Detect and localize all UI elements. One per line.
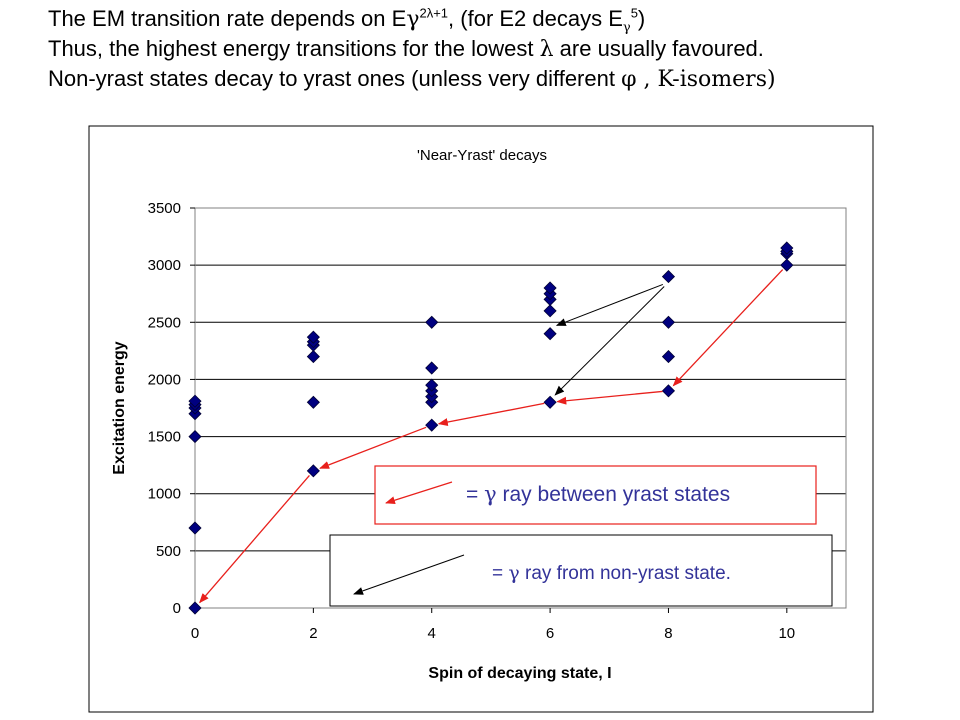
y-tick-label: 3500 xyxy=(148,200,181,217)
chart-frame xyxy=(88,125,874,713)
heading-line-2-text-b: are usually favoured. xyxy=(553,36,764,61)
yrast-arrow xyxy=(556,390,663,405)
y-tick-label: 3000 xyxy=(148,257,181,274)
x-tick-label: 2 xyxy=(309,625,317,642)
data-point xyxy=(543,304,557,318)
data-point xyxy=(661,350,676,364)
legend-yrast-arrow xyxy=(385,481,453,505)
data-point xyxy=(188,521,202,535)
exponent-5: 5 xyxy=(630,5,638,21)
heading-line-3-text-a: Non-yrast states decay to yrast ones (un… xyxy=(48,66,622,91)
data-point xyxy=(780,258,794,272)
yrast-arrow xyxy=(199,474,310,604)
x-tick-label: 10 xyxy=(778,625,795,642)
data-point xyxy=(306,464,320,478)
data-point xyxy=(188,601,202,615)
data-point xyxy=(425,361,439,375)
data-point xyxy=(425,418,439,432)
heading-line-1-text-a: The EM transition rate depends on E xyxy=(48,6,407,31)
gamma-subscript: γ xyxy=(622,20,631,36)
x-tick-label: 0 xyxy=(191,625,199,642)
data-points xyxy=(188,241,794,615)
legend-yrast-box xyxy=(374,465,817,525)
data-point xyxy=(661,315,676,329)
gamma-symbol: γ xyxy=(406,7,420,32)
phi-symbol: φ xyxy=(621,67,637,92)
yrast-arrow xyxy=(319,426,427,469)
heading-line-3-text-b: , K-isomers) xyxy=(636,67,776,92)
data-point xyxy=(780,241,794,255)
data-point xyxy=(543,327,557,341)
data-point xyxy=(661,270,676,284)
yrast-arrows xyxy=(199,269,784,604)
heading-line-3: Non-yrast states decay to yrast ones (un… xyxy=(48,64,948,94)
x-tick-label: 6 xyxy=(546,625,554,642)
y-tick-label: 1500 xyxy=(148,429,181,446)
heading-line-2-text-a: Thus, the highest energy transitions for… xyxy=(48,36,540,61)
legend-nonyrast-text: = γ ray from non-yrast state. xyxy=(492,562,731,584)
legend-yrast-gamma: γ xyxy=(484,482,497,506)
y-tick-label: 1000 xyxy=(148,486,181,503)
legend-yrast: = γ ray between yrast states xyxy=(374,465,817,525)
yrast-arrow xyxy=(437,402,545,426)
data-point xyxy=(661,384,676,398)
y-tick-label: 500 xyxy=(156,543,181,560)
exponent-2l1: 2λ+1 xyxy=(419,5,449,21)
heading-line-1: The EM transition rate depends on Eγ2λ+1… xyxy=(48,4,948,34)
y-tick-labels: 0 500 1000 1500 2000 2500 3000 3500 xyxy=(148,200,195,617)
y-tick-label: 2500 xyxy=(148,314,181,331)
data-point xyxy=(425,315,439,329)
heading: The EM transition rate depends on Eγ2λ+1… xyxy=(48,4,948,94)
nonyrast-arrows xyxy=(554,283,665,396)
legend-nonyrast-arrow xyxy=(353,554,465,595)
y-tick-label: 0 xyxy=(173,600,181,617)
x-tick-label: 8 xyxy=(664,625,672,642)
data-point xyxy=(306,395,320,409)
data-point xyxy=(188,394,202,408)
nonyrast-arrow xyxy=(555,283,664,326)
y-tick-label: 2000 xyxy=(148,371,181,388)
data-point xyxy=(306,350,320,364)
data-point xyxy=(188,430,202,444)
data-point xyxy=(306,330,320,344)
y-axis-title: Excitation energy xyxy=(111,341,128,474)
chart-title: 'Near-Yrast' decays xyxy=(417,147,547,164)
x-tick-labels: 0 2 4 6 8 10 xyxy=(191,608,795,642)
legend-nonyrast: = γ ray from non-yrast state. xyxy=(329,534,833,607)
data-point xyxy=(543,395,557,409)
nonyrast-arrow xyxy=(554,286,665,396)
legend-nonyrast-box xyxy=(329,534,833,607)
heading-line-1-text-b: , (for E2 decays E xyxy=(448,6,623,31)
data-point xyxy=(425,378,439,392)
heading-line-2: Thus, the highest energy transitions for… xyxy=(48,34,948,64)
x-axis-title: Spin of decaying state, I xyxy=(428,665,611,682)
yrast-arrow xyxy=(672,269,784,387)
legend-nonyrast-gamma: γ xyxy=(508,562,519,584)
lambda-symbol: λ xyxy=(539,37,554,62)
data-point xyxy=(543,281,557,295)
legend-yrast-text: = γ ray between yrast states xyxy=(466,482,730,506)
heading-line-1-text-c: ) xyxy=(637,6,646,31)
x-tick-label: 4 xyxy=(428,625,436,642)
